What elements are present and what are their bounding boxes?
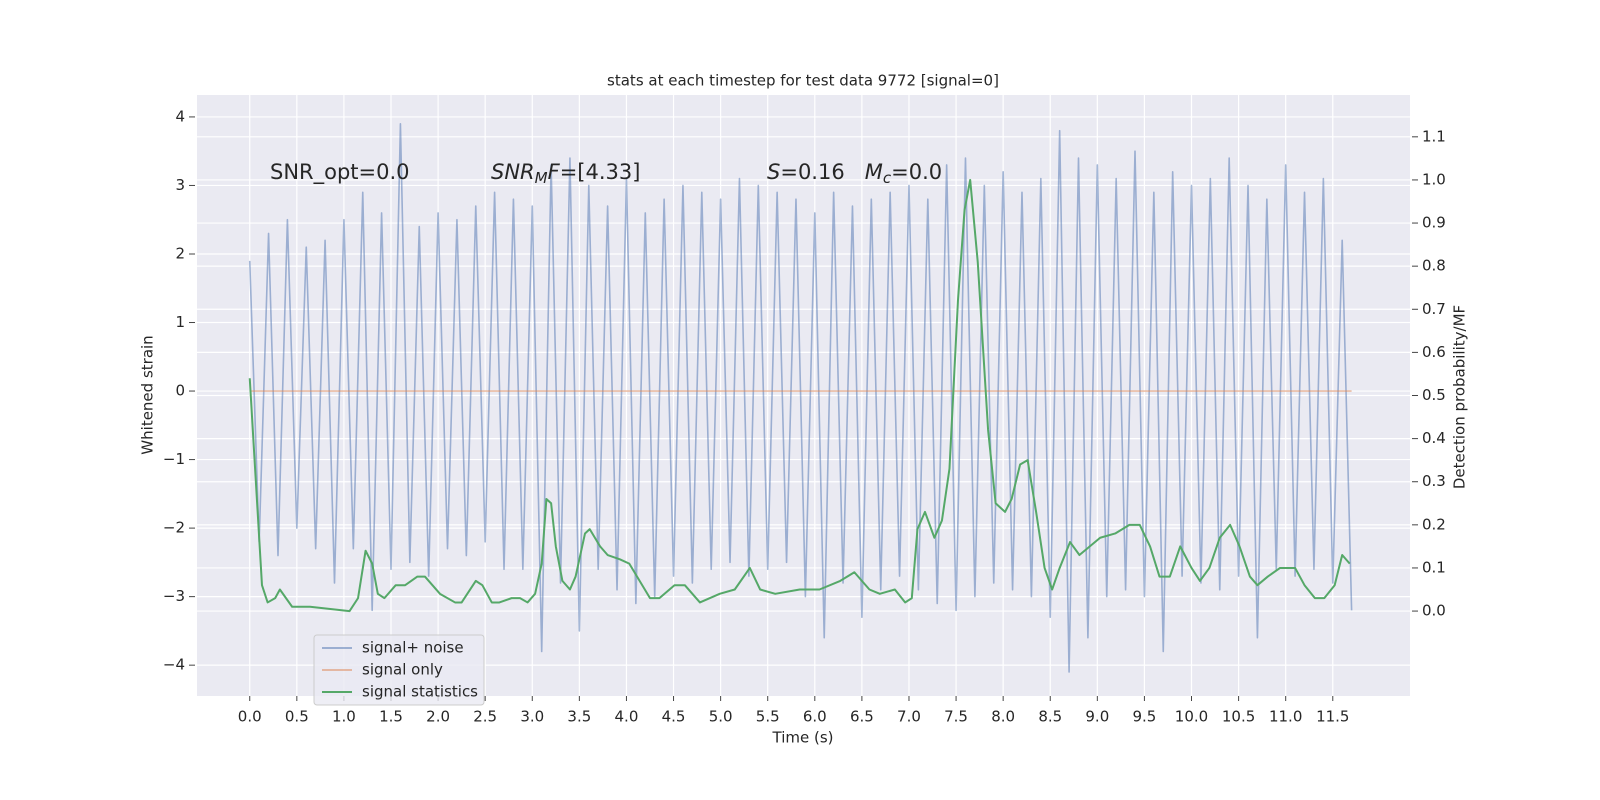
y-tick-label: −3 [163,587,185,605]
y-tick-label: 1 [175,313,185,331]
y2-tick-label: 1.0 [1422,170,1446,188]
y2-tick-label: 0.3 [1422,472,1446,490]
y2-tick-label: 0.6 [1422,343,1446,361]
y-tick-label: −1 [163,450,185,468]
annotation-part: S [767,160,780,184]
y2-axis-label: Detection probability/MF [1451,305,1469,489]
x-tick-label: 3.5 [567,708,591,726]
x-tick-label: 2.0 [426,708,450,726]
y-axis-label: Whitened strain [139,335,157,454]
x-tick-label: 8.5 [1038,708,1062,726]
y-tick-label: 2 [175,244,185,262]
annotation-part: c [883,169,892,187]
y2-tick-label: 1.1 [1422,127,1446,145]
y2-tick-label: 0.8 [1422,257,1446,275]
x-tick-label: 8.0 [991,708,1015,726]
y2-tick-label: 0.2 [1422,515,1446,533]
y2-tick-label: 0.0 [1422,602,1446,620]
x-tick-label: 4.5 [662,708,686,726]
x-axis-label: Time (s) [772,729,834,747]
series-line [248,122,1353,673]
annotation-part: SNR_opt=0.0 [270,160,410,185]
y2-tick-label: 0.5 [1422,386,1446,404]
annotation-part: =[4.33] [560,160,641,184]
x-tick-label: 9.5 [1132,708,1156,726]
x-tick-label: 7.0 [897,708,921,726]
series-line [248,178,1351,613]
y2-tick-label: 0.4 [1422,429,1446,447]
annotation: SNR_opt=0.0 [270,160,410,185]
x-tick-label: 11.5 [1316,708,1349,726]
x-tick-label: 5.5 [756,708,780,726]
x-tick-label: 10.5 [1222,708,1255,726]
x-tick-label: 9.0 [1085,708,1109,726]
annotation-part: F [548,160,561,184]
legend-box [313,634,485,706]
legend-label: signal+ noise [362,639,464,657]
legend-label: signal statistics [362,683,478,701]
x-tick-label: 6.5 [850,708,874,726]
annotation: S=0.16 Mc=0.0 [767,160,942,187]
y2-tick-label: 0.9 [1422,214,1446,232]
x-tick-label: 2.5 [473,708,497,726]
y2-tick-label: 0.7 [1422,300,1446,318]
y-tick-label: 0 [175,382,185,400]
x-tick-label: 10.0 [1175,708,1208,726]
x-tick-label: 1.5 [379,708,403,726]
chart-title: stats at each timestep for test data 977… [607,72,999,90]
annotation-part: SNR [491,160,535,184]
annotation-part: M [865,160,883,184]
y-tick-label: −2 [163,519,185,537]
annotation-part: =0.16 [780,160,864,184]
y-tick-label: 4 [175,107,185,125]
x-tick-label: 7.5 [944,708,968,726]
x-tick-label: 6.0 [803,708,827,726]
x-tick-label: 0.0 [238,708,262,726]
x-tick-label: 11.0 [1269,708,1302,726]
x-tick-label: 4.0 [615,708,639,726]
x-tick-label: 3.0 [520,708,544,726]
y-tick-label: 3 [175,176,185,194]
annotation-part: M [535,169,548,187]
annotation: SNRMF=[4.33] [491,160,640,187]
legend-label: signal only [362,661,443,679]
annotation-part: =0.0 [891,160,942,184]
x-tick-label: 5.0 [709,708,733,726]
y2-tick-label: 0.1 [1422,558,1446,576]
y-tick-label: −4 [163,656,185,674]
x-tick-label: 0.5 [285,708,309,726]
x-tick-label: 1.0 [332,708,356,726]
